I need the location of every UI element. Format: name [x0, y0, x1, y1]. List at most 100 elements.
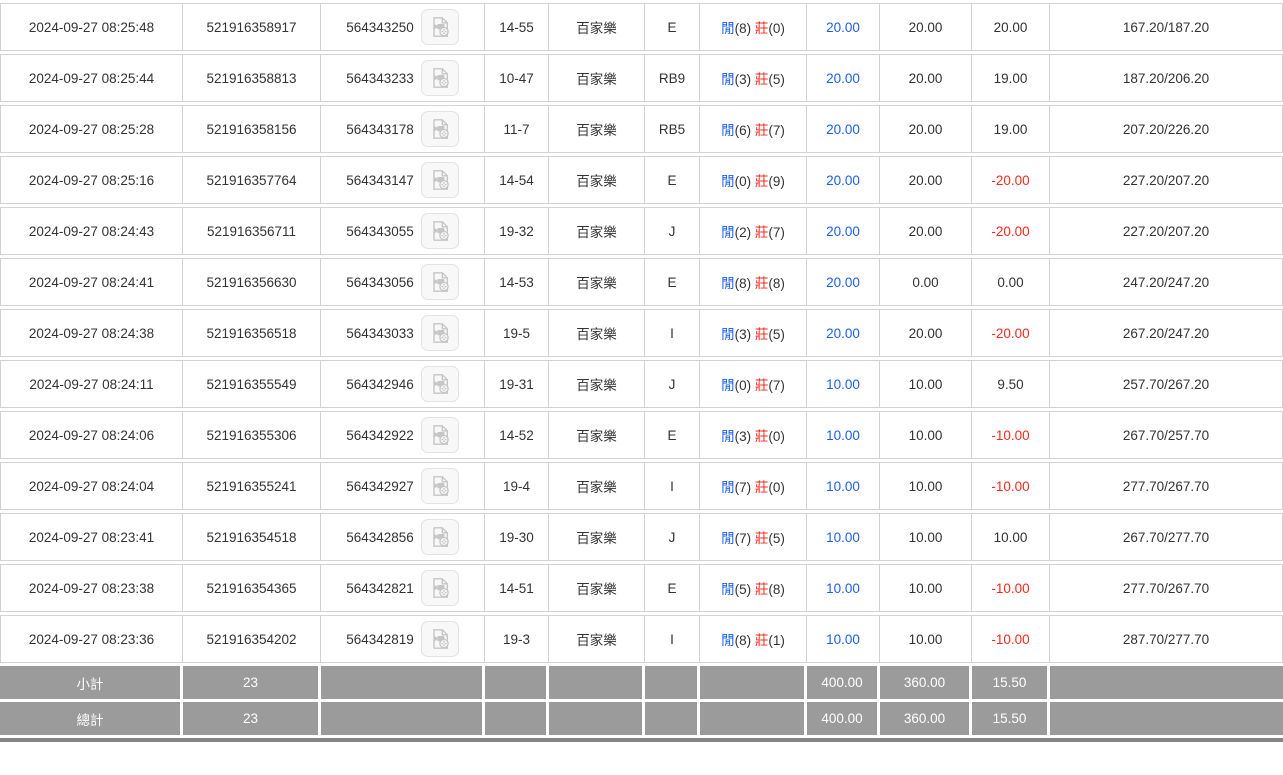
player-score: (6)	[734, 123, 752, 138]
video-replay-icon	[428, 474, 452, 498]
valid-bet-amount: 20.00	[908, 70, 943, 86]
bet-time: 2024-09-27 08:23:36	[28, 631, 155, 647]
bet-amount-link[interactable]: 10.00	[826, 580, 860, 596]
player-score: (0)	[734, 174, 752, 189]
bet-amount-link[interactable]: 20.00	[826, 70, 860, 86]
result-code: E	[667, 19, 677, 35]
player-label: 閒	[721, 225, 735, 240]
bet-amount-link[interactable]: 20.00	[826, 19, 860, 35]
valid-bet-amount: 10.00	[908, 631, 943, 647]
valid-bet-amount: 20.00	[908, 172, 943, 188]
result-code: J	[668, 376, 676, 392]
bet-amount-link[interactable]: 20.00	[826, 325, 860, 341]
win-loss-amount: -20.00	[991, 172, 1030, 188]
valid-bet-amount: 0.00	[912, 274, 939, 290]
bet-amount-link[interactable]: 10.00	[826, 376, 860, 392]
result-code: RB5	[658, 121, 686, 137]
bet-amount-link[interactable]: 20.00	[826, 172, 860, 188]
result-code: J	[668, 223, 676, 239]
banker-score: (5)	[768, 327, 785, 342]
bet-time: 2024-09-27 08:23:41	[28, 529, 155, 545]
bet-time: 2024-09-27 08:24:41	[28, 274, 155, 290]
video-replay-button[interactable]	[420, 60, 459, 96]
banker-label: 莊	[754, 633, 769, 648]
video-replay-button[interactable]	[420, 264, 459, 300]
game-result-score: 閒(6) 莊(7)	[700, 105, 807, 153]
table-round-number: 14-54	[499, 172, 534, 188]
banker-label: 莊	[754, 582, 769, 597]
game-result-score: 閒(7) 莊(0)	[700, 462, 807, 510]
video-replay-icon	[428, 423, 452, 447]
player-label: 閒	[721, 480, 735, 495]
game-result-score: 閒(8) 莊(0)	[700, 3, 807, 51]
table-round-number: 19-5	[502, 325, 531, 341]
result-code: E	[667, 427, 677, 443]
bet-amount-link[interactable]: 20.00	[826, 274, 860, 290]
game-result-score: 閒(3) 莊(5)	[700, 54, 807, 102]
bet-time: 2024-09-27 08:25:16	[28, 172, 155, 188]
video-replay-icon	[428, 117, 452, 141]
game-result-score: 閒(3) 莊(5)	[700, 309, 807, 357]
balance-before-after: 287.70/277.70	[1122, 631, 1210, 647]
video-replay-button[interactable]	[420, 111, 459, 147]
bet-amount-link[interactable]: 10.00	[826, 529, 860, 545]
video-replay-button[interactable]	[420, 315, 459, 351]
banker-score: (7)	[768, 378, 785, 393]
video-replay-button[interactable]	[420, 570, 459, 606]
bet-id: 521916354202	[206, 631, 297, 647]
video-replay-button[interactable]	[420, 213, 459, 249]
player-label: 閒	[721, 429, 735, 444]
player-label: 閒	[721, 123, 735, 138]
video-replay-button[interactable]	[420, 621, 459, 657]
banker-score: (8)	[768, 276, 785, 291]
round-id: 564343147	[346, 172, 414, 188]
player-score: (8)	[734, 21, 752, 36]
player-label: 閒	[721, 174, 735, 189]
bet-id: 521916358917	[206, 19, 297, 35]
result-code: E	[667, 274, 677, 290]
game-result-score: 閒(7) 莊(5)	[700, 513, 807, 561]
video-replay-button[interactable]	[420, 417, 459, 453]
game-result-score: 閒(2) 莊(7)	[700, 207, 807, 255]
player-label: 閒	[721, 531, 735, 546]
banker-label: 莊	[754, 480, 769, 495]
game-type: 百家樂	[576, 174, 617, 189]
bet-amount-link[interactable]: 10.00	[826, 478, 860, 494]
bet-time: 2024-09-27 08:24:43	[28, 223, 155, 239]
table-round-number: 10-47	[499, 70, 534, 86]
bet-id: 521916355241	[206, 478, 297, 494]
round-id: 564342819	[346, 631, 414, 647]
valid-bet-amount: 10.00	[908, 529, 943, 545]
result-code: E	[667, 172, 677, 188]
bet-time: 2024-09-27 08:25:44	[28, 70, 155, 86]
player-score: (7)	[734, 480, 752, 495]
game-result-score: 閒(5) 莊(8)	[700, 564, 807, 612]
balance-before-after: 227.20/207.20	[1122, 223, 1210, 239]
video-replay-button[interactable]	[420, 519, 459, 555]
bet-time: 2024-09-27 08:25:48	[28, 19, 155, 35]
video-replay-icon	[428, 168, 452, 192]
video-replay-icon	[428, 270, 452, 294]
bet-history-table: 2024-09-27 08:25:48 521916358917 5643432…	[0, 3, 1283, 735]
game-type: 百家樂	[576, 480, 617, 495]
bet-amount-link[interactable]: 20.00	[826, 121, 860, 137]
game-type: 百家樂	[576, 225, 617, 240]
result-code: I	[670, 478, 674, 494]
bet-amount-link[interactable]: 10.00	[826, 427, 860, 443]
result-code: J	[668, 529, 676, 545]
video-replay-button[interactable]	[420, 9, 459, 45]
bet-amount-link[interactable]: 10.00	[826, 631, 860, 647]
table-round-number: 14-53	[499, 274, 534, 290]
video-replay-button[interactable]	[420, 162, 459, 198]
bet-time: 2024-09-27 08:23:38	[28, 580, 155, 596]
table-row: 2024-09-27 08:23:38 521916354365 5643428…	[0, 564, 1283, 612]
banker-label: 莊	[754, 225, 769, 240]
round-id: 564342856	[346, 529, 414, 545]
balance-before-after: 277.70/267.70	[1122, 580, 1210, 596]
table-row: 2024-09-27 08:24:04 521916355241 5643429…	[0, 462, 1283, 510]
bet-id: 521916354365	[206, 580, 297, 596]
video-replay-button[interactable]	[420, 468, 459, 504]
bet-amount-link[interactable]: 20.00	[826, 223, 860, 239]
video-replay-button[interactable]	[420, 366, 459, 402]
summary-win-loss-total: 15.50	[992, 711, 1027, 726]
